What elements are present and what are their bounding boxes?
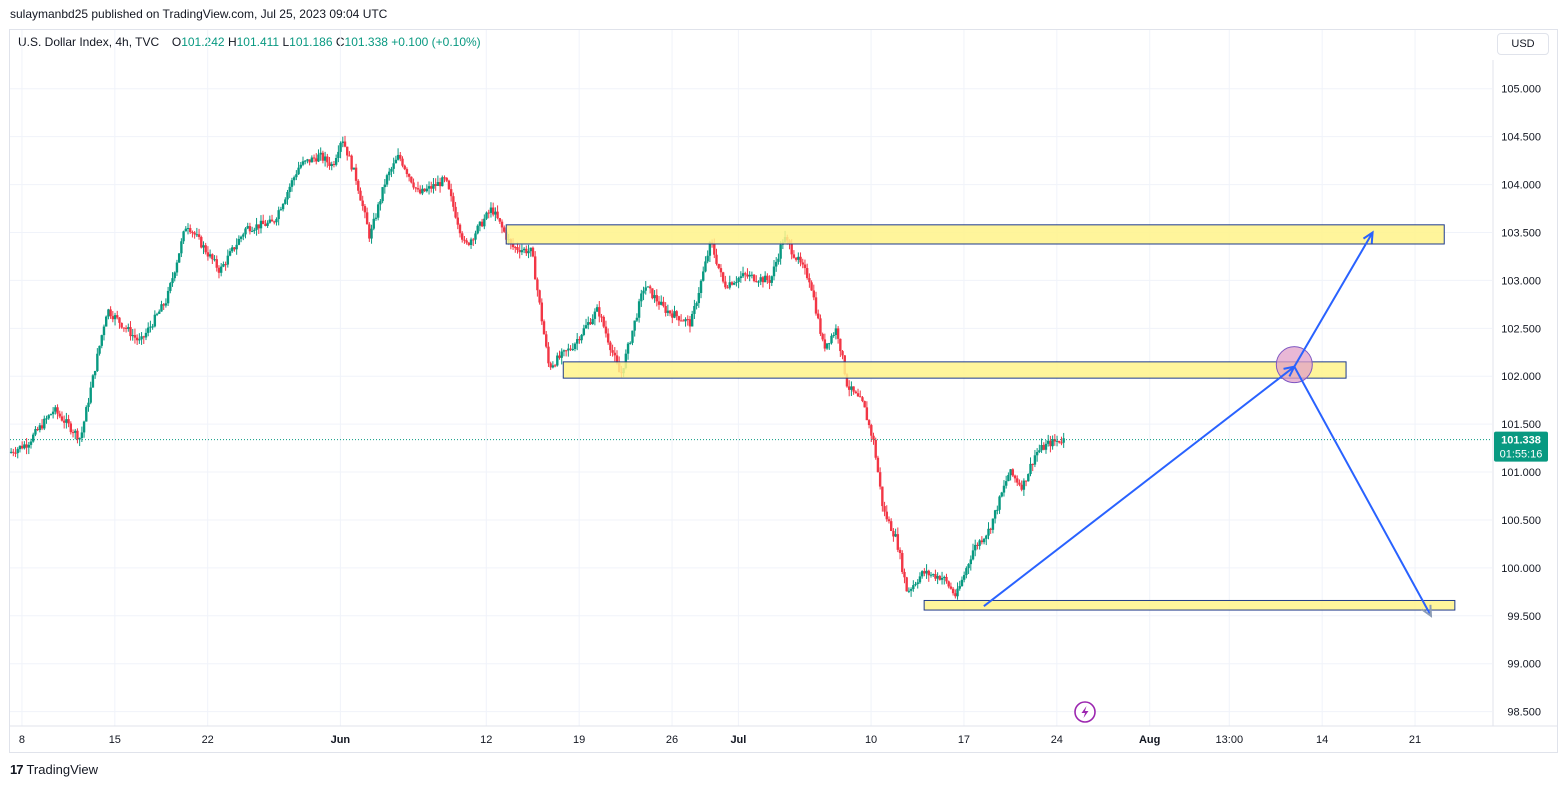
symbol-name[interactable]: U.S. Dollar Index, 4h, TVC — [18, 35, 160, 49]
low-label: L — [282, 35, 290, 49]
close-value: 101.338 — [344, 35, 388, 49]
high-value: 101.411 — [236, 35, 280, 49]
high-label: H — [227, 35, 237, 49]
open-label: O — [171, 35, 182, 49]
open-value: 101.242 — [181, 35, 225, 49]
publisher-credit: sulaymanbd25 published on TradingView.co… — [10, 7, 388, 21]
change-value: +0.100 (+0.10%) — [391, 35, 481, 49]
brand-name: TradingView — [26, 762, 99, 777]
footer-brand[interactable]: 17 TradingView — [10, 762, 98, 777]
tradingview-logo-icon: 17 — [10, 762, 24, 777]
chart-frame — [9, 29, 1558, 753]
currency-button[interactable]: USD — [1497, 33, 1549, 55]
symbol-legend: U.S. Dollar Index, 4h, TVC O101.242 H101… — [18, 35, 481, 49]
close-label: C — [335, 35, 345, 49]
low-value: 101.186 — [289, 35, 333, 49]
